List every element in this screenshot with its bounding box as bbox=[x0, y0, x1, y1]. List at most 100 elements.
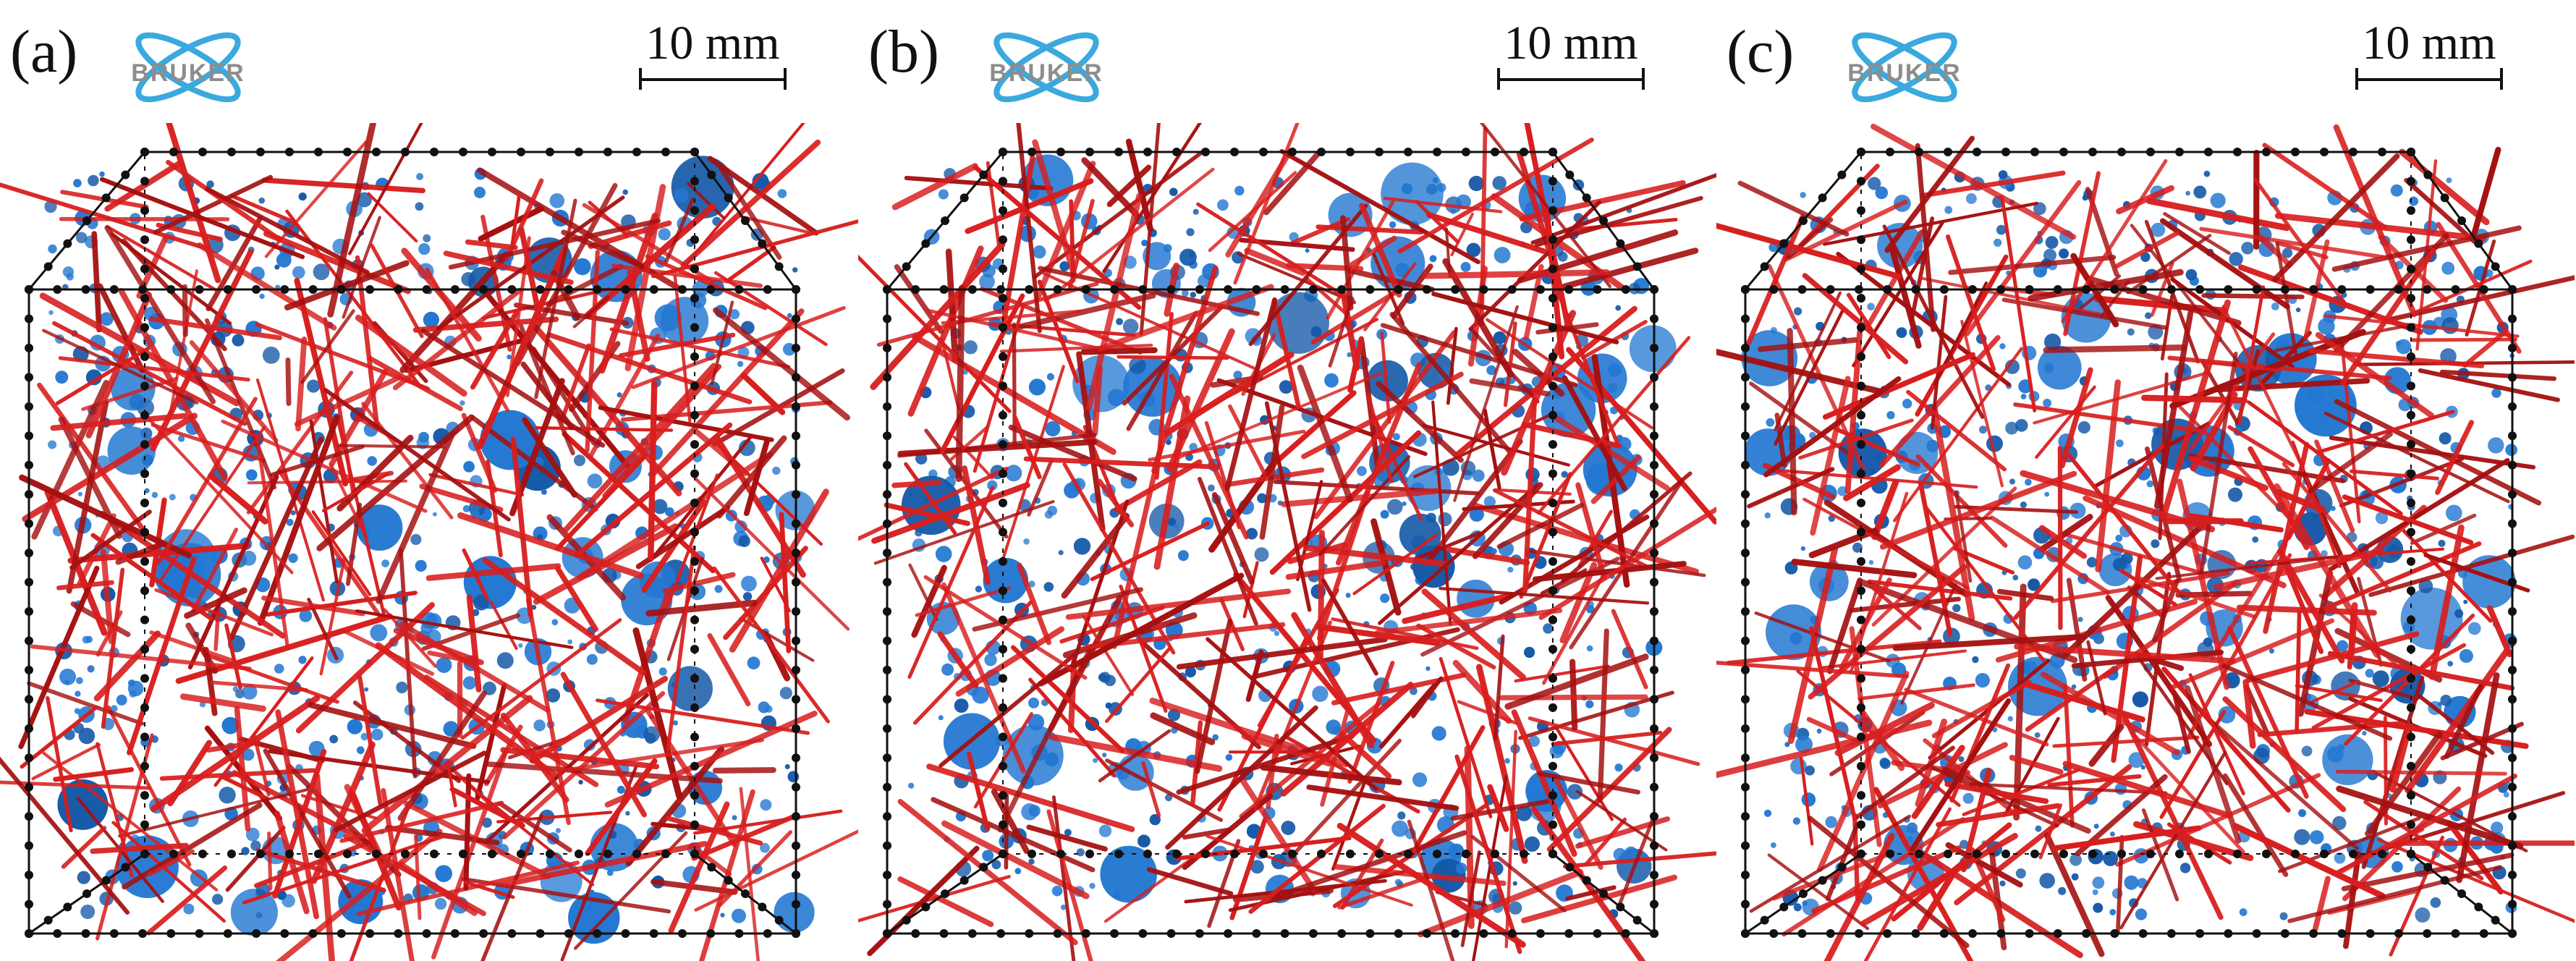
pore bbox=[2446, 177, 2452, 184]
box-edge-dot bbox=[1085, 148, 1094, 156]
box-edge-dot bbox=[2394, 285, 2403, 294]
fiber bbox=[37, 382, 148, 534]
fiber bbox=[42, 751, 219, 892]
pore bbox=[938, 715, 944, 721]
fiber bbox=[1426, 439, 1523, 564]
fiber bbox=[1237, 252, 1353, 302]
box-edge-dot bbox=[2508, 373, 2517, 382]
box-edge-dot bbox=[256, 850, 265, 858]
fiber bbox=[1289, 738, 1402, 860]
box-edge-dot bbox=[1548, 235, 1557, 245]
pore bbox=[2043, 399, 2052, 407]
box-edge-dot bbox=[546, 850, 554, 858]
ct-volume-render bbox=[1716, 123, 2575, 961]
pore bbox=[1059, 261, 1070, 271]
pore bbox=[1805, 765, 1815, 776]
box-edge-dot bbox=[999, 674, 1007, 683]
fiber bbox=[58, 416, 122, 539]
fiber bbox=[1016, 123, 1042, 334]
fiber bbox=[1102, 123, 1203, 274]
box-edge-dot bbox=[690, 235, 699, 245]
fiber bbox=[1059, 605, 1165, 644]
box-edge-dot bbox=[2394, 929, 2403, 938]
fiber bbox=[585, 758, 658, 856]
fiber bbox=[2340, 247, 2436, 386]
box-edge-dot bbox=[2407, 352, 2415, 361]
box-edge-dot bbox=[140, 206, 149, 215]
fiber bbox=[1389, 312, 1512, 454]
fiber bbox=[1931, 680, 2032, 739]
box-edge-dot bbox=[2440, 193, 2449, 203]
fiber bbox=[522, 417, 577, 498]
pore bbox=[1380, 509, 1389, 519]
box-edge-dot bbox=[2407, 440, 2415, 449]
pore bbox=[1771, 842, 1776, 848]
box-edge-dot bbox=[661, 850, 670, 858]
fiber bbox=[344, 784, 382, 855]
fiber bbox=[1439, 586, 1650, 605]
box-edge-dot bbox=[2491, 262, 2500, 271]
fiber bbox=[2222, 696, 2347, 813]
fiber bbox=[2327, 651, 2515, 691]
fiber bbox=[666, 545, 696, 752]
fiber bbox=[1811, 845, 1962, 914]
fiber bbox=[518, 227, 543, 324]
fiber bbox=[1962, 768, 2081, 816]
pore bbox=[1450, 208, 1456, 214]
box-edge-dot bbox=[285, 850, 294, 858]
pore bbox=[1028, 805, 1041, 817]
fiber bbox=[1931, 404, 1975, 622]
box-edge-dot bbox=[1143, 850, 1152, 858]
pore bbox=[987, 480, 998, 491]
fiber bbox=[1271, 297, 1301, 409]
fiber bbox=[1340, 732, 1392, 779]
fiber bbox=[645, 599, 758, 617]
fiber bbox=[294, 375, 402, 427]
pore bbox=[116, 694, 127, 706]
pore bbox=[1397, 811, 1406, 820]
pore bbox=[1816, 728, 1822, 734]
box-edge-dot bbox=[1564, 285, 1574, 294]
box-edge-dot bbox=[1535, 929, 1545, 938]
fiber bbox=[1367, 394, 1394, 483]
fiber bbox=[2329, 458, 2510, 572]
pore bbox=[2045, 236, 2059, 249]
pore bbox=[2321, 550, 2328, 557]
box-edge-dot bbox=[603, 850, 612, 858]
box-edge-dot bbox=[792, 841, 800, 850]
box-edge-dot bbox=[883, 460, 891, 470]
fiber bbox=[111, 821, 226, 923]
fiber bbox=[904, 462, 957, 535]
box-edge-dot bbox=[1915, 850, 1923, 858]
fiber bbox=[1245, 649, 1264, 702]
fiber bbox=[265, 590, 418, 617]
box-edge-dot bbox=[2117, 850, 2126, 858]
pore bbox=[2092, 876, 2105, 889]
box-edge-dot bbox=[690, 615, 699, 625]
box-edge-dot bbox=[1548, 352, 1557, 361]
pore bbox=[982, 850, 994, 862]
pore bbox=[1246, 528, 1258, 540]
fiber bbox=[1948, 255, 2117, 276]
fiber bbox=[105, 224, 218, 292]
box-edge-dot bbox=[1259, 850, 1268, 858]
pore bbox=[1516, 805, 1532, 821]
pore bbox=[1005, 465, 1022, 482]
fiber bbox=[2368, 534, 2575, 597]
box-edge-dot bbox=[1375, 850, 1384, 858]
pore bbox=[1046, 373, 1054, 381]
pore bbox=[1466, 242, 1481, 258]
box-edge-dot bbox=[677, 929, 687, 938]
pore bbox=[1186, 228, 1195, 237]
fiber bbox=[1051, 795, 1076, 961]
fiber bbox=[1575, 482, 1607, 580]
pore bbox=[2491, 821, 2504, 834]
fiber bbox=[2136, 575, 2257, 619]
box-edge-dot bbox=[1857, 556, 1865, 566]
box-edge-dot bbox=[1365, 285, 1375, 294]
fiber bbox=[316, 414, 475, 551]
box-edge-dot bbox=[649, 285, 658, 294]
pore bbox=[658, 228, 671, 241]
pore bbox=[2012, 575, 2019, 581]
box-edge-dot bbox=[1195, 929, 1204, 938]
